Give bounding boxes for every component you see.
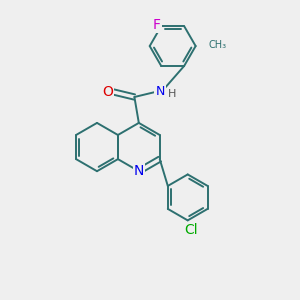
Text: O: O — [103, 85, 113, 99]
Text: H: H — [168, 89, 176, 99]
Text: N: N — [134, 164, 144, 178]
Text: CH₃: CH₃ — [209, 40, 227, 50]
Text: N: N — [155, 85, 165, 98]
Text: Cl: Cl — [184, 223, 197, 237]
Text: F: F — [153, 18, 161, 32]
